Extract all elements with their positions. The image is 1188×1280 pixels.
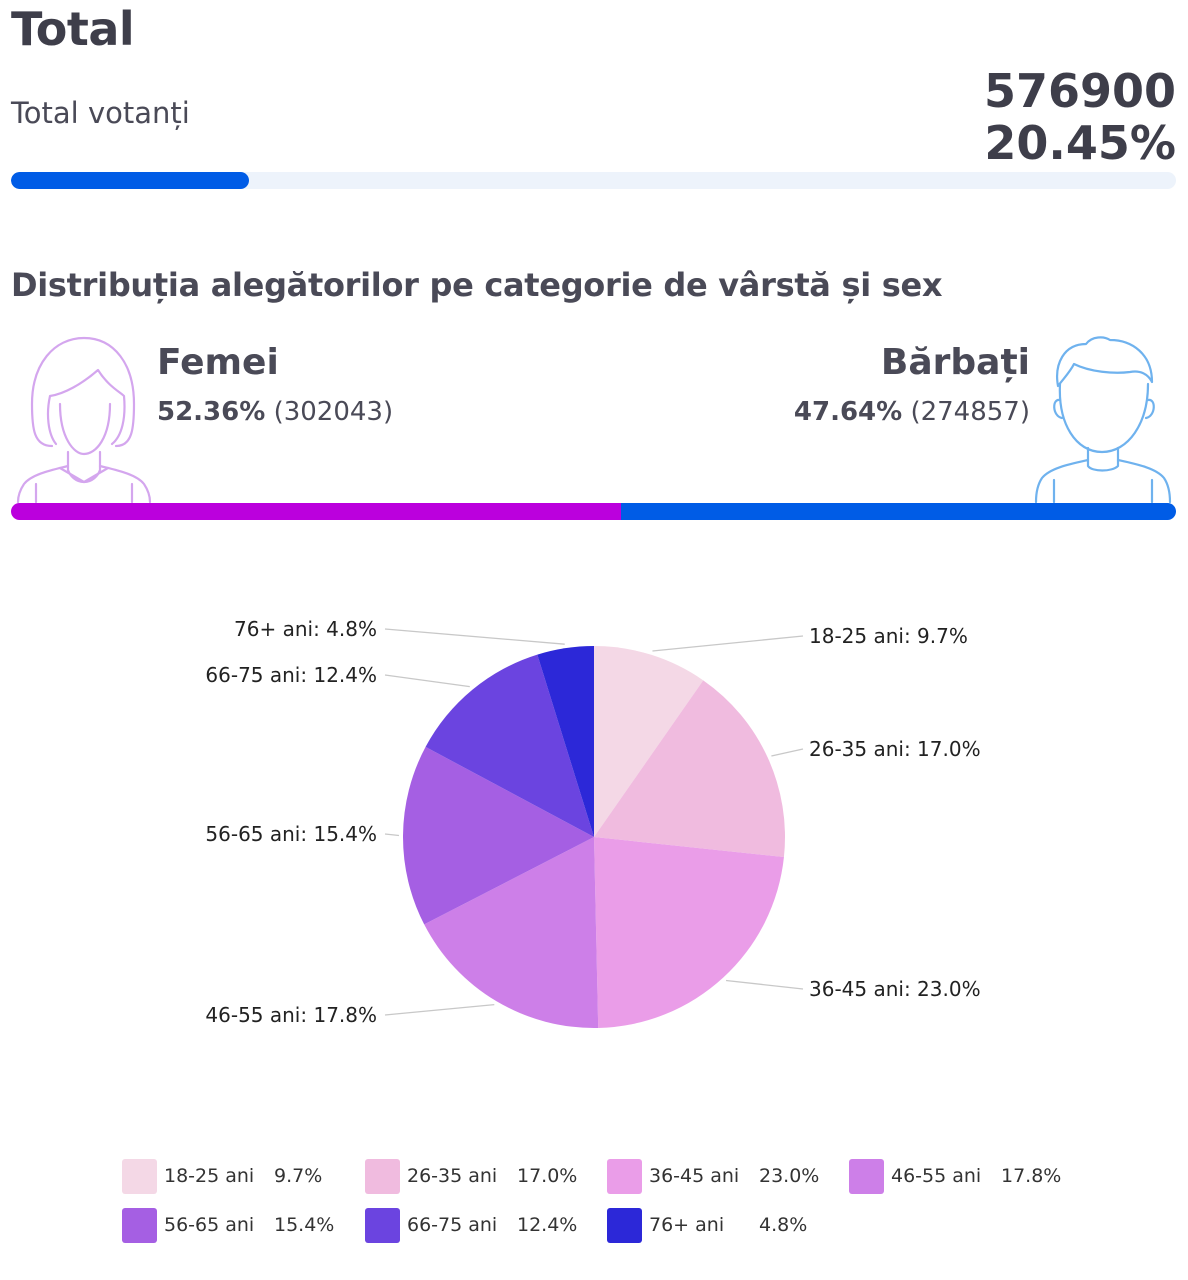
total-votanti-percent: 20.45% <box>984 116 1176 170</box>
legend-label: 26-35 ani <box>407 1165 498 1187</box>
female-label: Femei <box>157 342 279 383</box>
leader-line <box>384 674 470 688</box>
legend-swatch <box>607 1207 642 1243</box>
legend-label: 46-55 ani <box>891 1165 982 1187</box>
female-stat: 52.36% (302043) <box>157 397 393 427</box>
turnout-progress-fill <box>11 172 250 189</box>
leader-line <box>725 979 804 990</box>
legend-value: 9.7% <box>274 1165 323 1187</box>
male-label: Bărbați <box>880 342 1030 383</box>
pie-data-label: 26-35 ani: 17.0% <box>809 737 981 761</box>
legend-value: 17.0% <box>517 1165 578 1187</box>
legend-item[interactable]: 56-65 ani 15.4% <box>122 1207 334 1243</box>
legend-value: 17.8% <box>1001 1165 1062 1187</box>
pie-slice-26-35-ani[interactable] <box>594 680 785 858</box>
legend-item[interactable]: 36-45 ani 23.0% <box>607 1158 819 1194</box>
legend-swatch <box>607 1158 642 1194</box>
male-stat: 47.64% (274857) <box>794 397 1030 427</box>
pie-data-label: 66-75 ani: 12.4% <box>205 663 377 687</box>
legend-value: 4.8% <box>759 1214 808 1236</box>
gender-split-bar <box>11 503 1176 520</box>
female-count: (302043) <box>273 397 394 427</box>
page-title: Total <box>11 2 135 56</box>
male-share-bar <box>620 503 1176 520</box>
leader-line <box>384 833 400 837</box>
age-pie-chart: 18-25 ani: 9.7% 26-35 ani: 17.0% 36-45 ani… <box>205 617 981 1028</box>
woman-avatar-icon <box>16 336 152 504</box>
pie-data-label: 56-65 ani: 15.4% <box>205 822 377 846</box>
pie-slice-66-75-ani[interactable] <box>425 654 594 837</box>
pie-data-label: 76+ ani: 4.8% <box>234 617 377 641</box>
female-share-bar <box>11 503 621 520</box>
male-percent: 47.64% <box>793 397 903 427</box>
legend-value: 23.0% <box>759 1165 820 1187</box>
legend-item[interactable]: 66-75 ani 12.4% <box>365 1207 577 1243</box>
legend-item[interactable]: 18-25 ani 9.7% <box>122 1158 322 1194</box>
legend-label: 18-25 ani <box>164 1165 255 1187</box>
pie-data-label: 46-55 ani: 17.8% <box>205 1003 377 1027</box>
legend-item[interactable]: 26-35 ani 17.0% <box>365 1158 577 1194</box>
legend-swatch <box>365 1158 400 1194</box>
legend-label: 76+ ani <box>649 1214 725 1236</box>
leader-line <box>652 635 804 652</box>
section-title: Distribuția alegătorilor pe categorie de… <box>11 266 943 304</box>
turnout-progress-bar <box>11 172 1176 189</box>
legend-label: 66-75 ani <box>407 1214 498 1236</box>
pie-slice-46-55-ani[interactable] <box>424 837 599 1028</box>
pie-slice-36-45-ani[interactable] <box>594 837 784 1028</box>
legend-swatch <box>849 1158 884 1194</box>
pie-data-label: 18-25 ani: 9.7% <box>809 624 968 648</box>
legend-label: 36-45 ani <box>649 1165 740 1187</box>
man-avatar-icon <box>1034 336 1172 504</box>
legend-value: 12.4% <box>517 1214 578 1236</box>
pie-slice-56-65-ani[interactable] <box>403 746 594 925</box>
leader-line <box>384 628 565 645</box>
pie-slice-18-25-ani[interactable] <box>594 646 704 837</box>
total-votanti-count: 576900 <box>983 64 1176 118</box>
legend-swatch <box>122 1158 157 1194</box>
pie-data-label: 36-45 ani: 23.0% <box>809 977 981 1001</box>
female-percent: 52.36% <box>157 397 266 427</box>
male-count: (274857) <box>910 397 1030 427</box>
leader-line <box>384 1003 495 1016</box>
legend-swatch <box>122 1207 157 1243</box>
total-votanti-label: Total votanți <box>11 96 190 130</box>
legend-swatch <box>365 1207 400 1243</box>
legend-label: 56-65 ani <box>164 1214 255 1236</box>
pie-slice-76-ani[interactable] <box>537 646 594 837</box>
leader-line <box>771 748 804 757</box>
legend-value: 15.4% <box>274 1214 335 1236</box>
legend-item[interactable]: 46-55 ani 17.8% <box>849 1158 1061 1194</box>
legend-item[interactable]: 76+ ani 4.8% <box>607 1207 807 1243</box>
